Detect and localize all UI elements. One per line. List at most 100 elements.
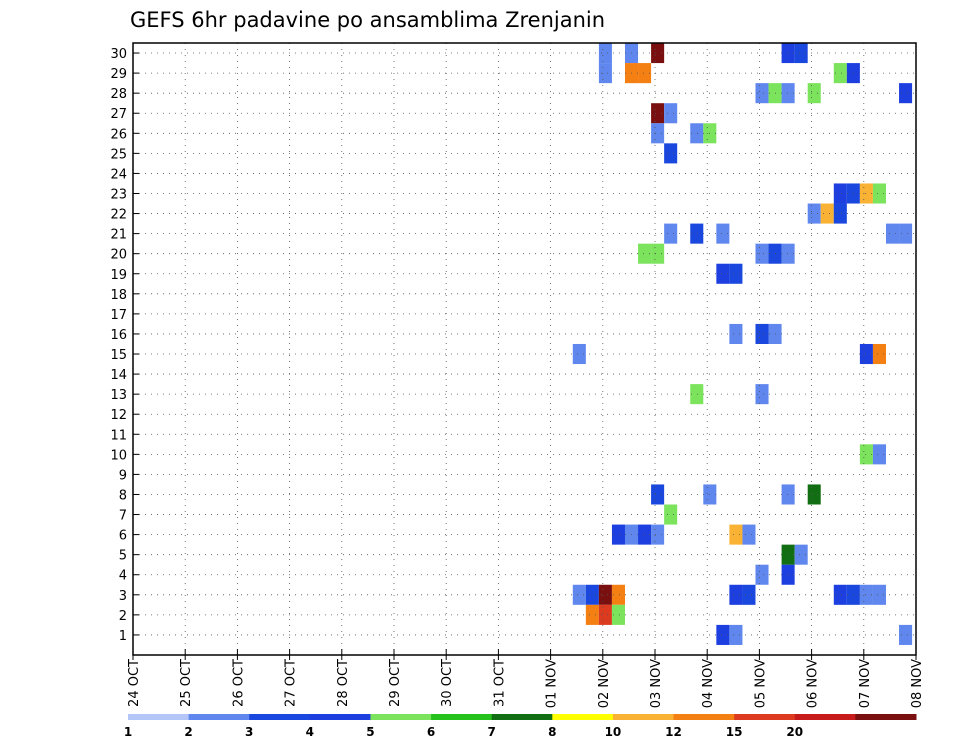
y-tick-label-19: 19	[110, 268, 127, 283]
y-tick-label-25: 25	[110, 147, 127, 162]
y-tick-label-6: 6	[119, 529, 127, 544]
y-tick-label-13: 13	[110, 388, 127, 403]
heatmap-cell-77	[611, 604, 625, 625]
heatmap-cell-2	[651, 43, 665, 64]
x-tick-label-9: 02 NOV	[597, 659, 612, 708]
colorbar-label-3: 3	[245, 725, 253, 739]
colorbar-segment-3	[309, 714, 371, 720]
y-tick-label-23: 23	[110, 187, 127, 202]
colorbar-segment-2	[249, 714, 311, 720]
heatmap-cell-67	[598, 584, 612, 605]
y-tick-label-28: 28	[110, 87, 127, 102]
heatmap-cell-59	[729, 524, 743, 545]
plot-frame	[132, 42, 917, 656]
colorbar-segment-6	[491, 714, 553, 720]
y-tick-label-30: 30	[110, 47, 127, 62]
x-tick-label-3: 27 OCT	[284, 659, 299, 707]
colorbar: 1 2 3 4 5 6 7 8 10 12 15 20	[124, 714, 917, 739]
heatmap-cell-33	[638, 243, 652, 264]
y-tick-label-18: 18	[110, 288, 127, 303]
heatmap-cell-23	[859, 183, 873, 204]
x-tick-label-15: 08 NOV	[910, 659, 925, 708]
y-tick-label-2: 2	[119, 609, 127, 624]
heatmap-cell-29	[690, 223, 704, 244]
x-tick-label-8: 01 NOV	[545, 659, 560, 708]
x-tick-label-14: 07 NOV	[858, 659, 873, 708]
y-tick-label-1: 1	[119, 629, 127, 644]
x-tick-label-0: 24 OCT	[127, 659, 142, 707]
colorbar-segment-8	[612, 714, 675, 720]
y-tick-label-12: 12	[110, 408, 127, 423]
x-tick-label-4: 28 OCT	[336, 659, 351, 707]
colorbar-label-7: 7	[488, 725, 496, 739]
heatmap-cell-15	[651, 103, 665, 124]
y-tick-label-16: 16	[110, 328, 127, 343]
x-tick-label-6: 30 OCT	[440, 659, 455, 707]
y-tick-label-8: 8	[119, 488, 127, 503]
heatmap-cell-8	[833, 63, 847, 84]
y-tick-label-21: 21	[110, 228, 127, 243]
x-tick-label-10: 03 NOV	[649, 659, 664, 708]
heatmap-cell-39	[729, 263, 743, 284]
y-tick-label-15: 15	[110, 348, 127, 363]
heatmap-cell-37	[781, 243, 795, 264]
heatmap-cell-55	[611, 524, 625, 545]
y-tick-label-4: 4	[119, 569, 127, 584]
y-tick-label-22: 22	[110, 208, 127, 223]
colorbar-label-5: 5	[366, 725, 374, 739]
heatmap-cell-71	[833, 584, 847, 605]
y-tick-label-3: 3	[119, 589, 127, 604]
colorbar-segment-10	[734, 714, 796, 720]
y-tick-label-7: 7	[119, 509, 127, 524]
heatmap-cell-18	[690, 123, 704, 144]
heatmap-cell-61	[781, 544, 795, 565]
heatmap-cell-5	[598, 63, 612, 84]
heatmap-cell-34	[651, 243, 665, 264]
colorbar-label-6: 6	[427, 725, 435, 739]
x-tick-label-5: 29 OCT	[388, 659, 403, 707]
x-tick-label-11: 04 NOV	[701, 659, 716, 708]
heatmap-cell-70	[742, 584, 756, 605]
y-tick-label-10: 10	[110, 448, 127, 463]
heatmap-cell-21	[833, 183, 847, 204]
colorbar-segment-11	[794, 714, 856, 720]
y-tick-label-27: 27	[110, 107, 127, 122]
heatmap-cell-7	[638, 63, 652, 84]
heatmap-cell-41	[755, 323, 769, 344]
y-tick-label-17: 17	[110, 308, 127, 323]
heatmap-cell-3	[781, 43, 795, 64]
x-tick-label-13: 06 NOV	[806, 659, 821, 708]
x-tick-label-2: 26 OCT	[231, 659, 246, 707]
heatmap-cell-45	[872, 343, 886, 365]
heatmap-cell-60	[742, 524, 756, 545]
heatmap-cell-46	[690, 384, 704, 405]
heatmap-cell-50	[651, 484, 665, 505]
chart-title: GEFS 6hr padavine po ansamblima Zrenjani…	[130, 8, 605, 32]
colorbar-label-10: 10	[605, 725, 622, 739]
heatmap-cell-20	[664, 143, 678, 164]
colorbar-label-4: 4	[306, 725, 314, 739]
heatmap-cell-69	[729, 584, 743, 605]
heatmap-cell-4	[794, 43, 808, 64]
colorbar-label-12: 12	[665, 725, 682, 739]
colorbar-label-8: 8	[548, 725, 556, 739]
heatmap-cell-38	[716, 263, 730, 284]
x-tick-label-1: 25 OCT	[179, 659, 194, 707]
heatmap-cell-28	[664, 223, 678, 244]
colorbar-segment-5	[431, 714, 493, 720]
colorbar-label-1: 1	[124, 725, 132, 739]
heatmap-cell-40	[729, 323, 743, 344]
heatmap-cell-12	[781, 83, 795, 104]
heatmap-cell-43	[572, 343, 586, 365]
y-tick-label-24: 24	[110, 167, 127, 182]
heatmap-cell-27	[833, 203, 847, 224]
heatmap-cell-58	[651, 524, 665, 545]
heatmap-cell-14	[899, 83, 913, 104]
x-tick-label-12: 05 NOV	[753, 659, 768, 708]
heatmap-cell-74	[872, 584, 886, 605]
x-tick-label-7: 31 OCT	[492, 659, 507, 707]
y-tick-label-9: 9	[119, 468, 127, 483]
heatmap-cell-30	[716, 223, 730, 244]
heatmap-cell-47	[755, 384, 769, 405]
